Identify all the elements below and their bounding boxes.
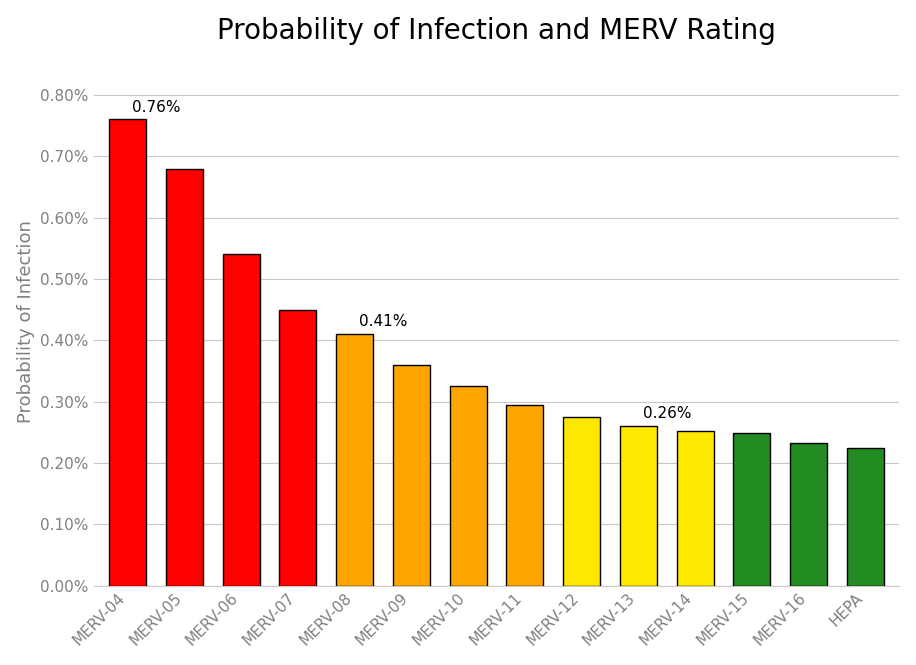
- Text: 0.41%: 0.41%: [359, 314, 408, 329]
- Bar: [109, 120, 146, 586]
- Bar: [507, 404, 543, 586]
- Bar: [393, 365, 430, 586]
- Bar: [677, 431, 714, 586]
- Bar: [563, 417, 600, 586]
- Text: 0.76%: 0.76%: [132, 100, 180, 114]
- Bar: [791, 443, 827, 586]
- Bar: [450, 386, 486, 586]
- Bar: [166, 168, 202, 586]
- Bar: [734, 434, 770, 586]
- Text: 0.26%: 0.26%: [643, 406, 692, 421]
- Bar: [336, 334, 373, 586]
- Bar: [279, 310, 316, 586]
- Title: Probability of Infection and MERV Rating: Probability of Infection and MERV Rating: [217, 17, 776, 45]
- Bar: [223, 255, 259, 586]
- Y-axis label: Probability of Infection: Probability of Infection: [16, 220, 35, 424]
- Bar: [847, 448, 884, 586]
- Bar: [620, 426, 657, 586]
